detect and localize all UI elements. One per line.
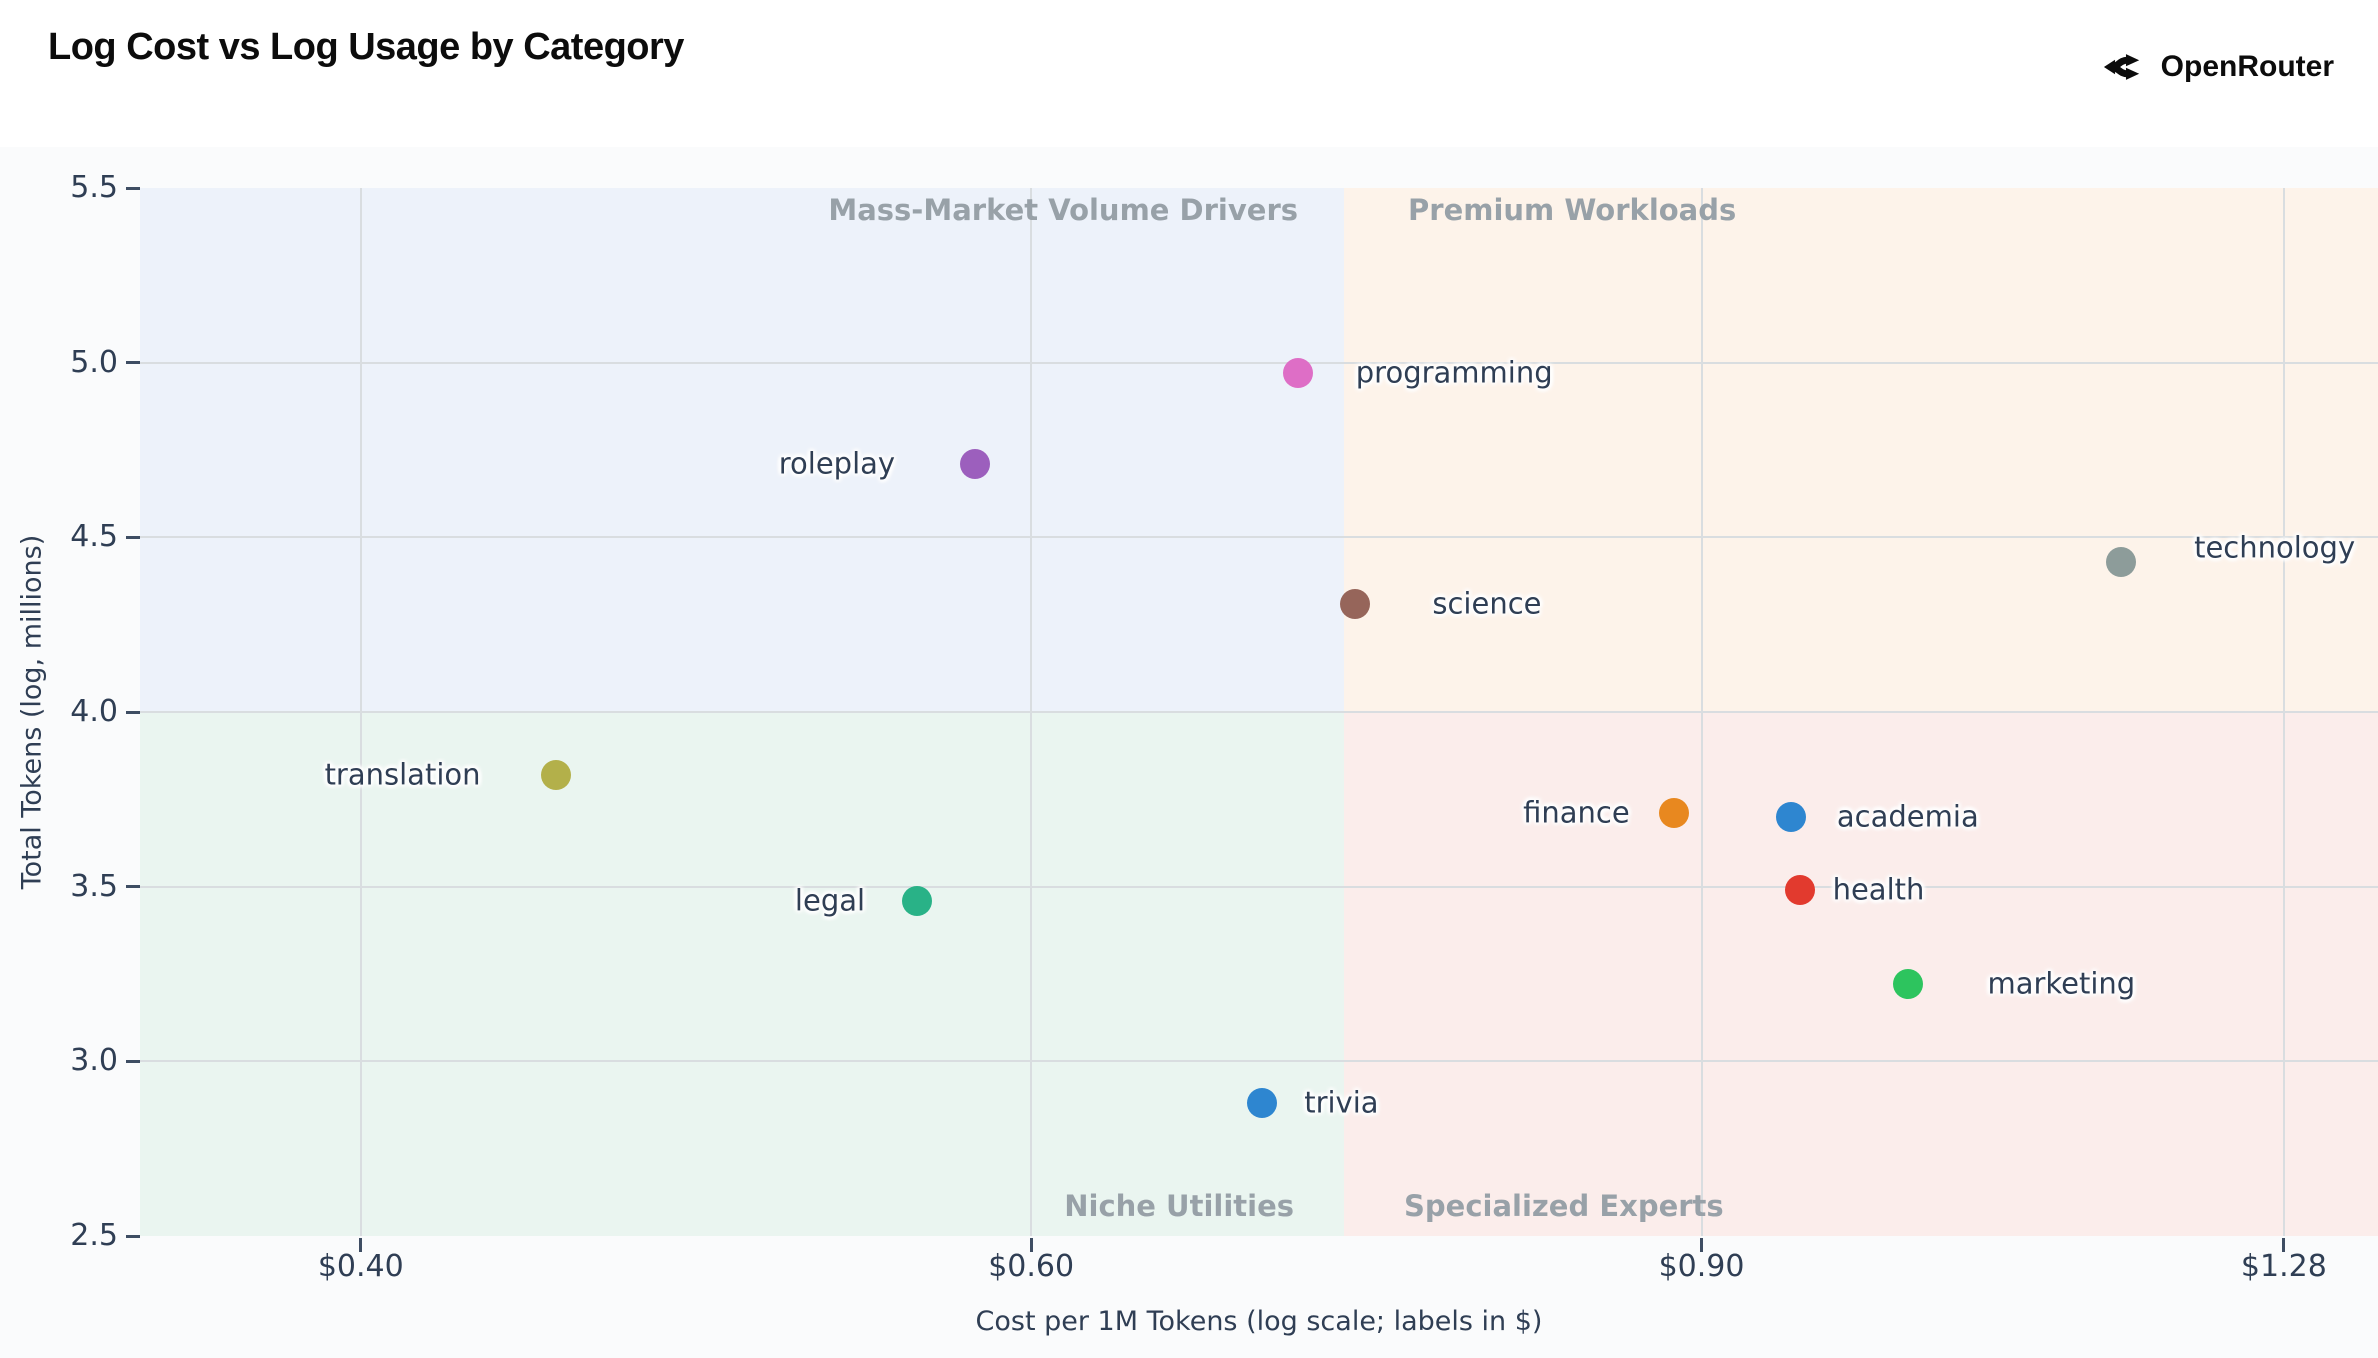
x-tick-mark-$1.28 xyxy=(2282,1238,2286,1252)
y-tick-mark-3.5 xyxy=(126,885,140,889)
quadrant-top-left xyxy=(140,188,1345,712)
gridline-y-3.5 xyxy=(140,885,2378,888)
x-tick-mark-$0.40 xyxy=(359,1238,363,1252)
quadrant-top-right xyxy=(1344,188,2378,712)
point-label-trivia: trivia xyxy=(1304,1085,1379,1120)
x-tick-label-$1.28: $1.28 xyxy=(2240,1249,2327,1284)
quadrant-bottom-left xyxy=(140,712,1345,1236)
point-label-marketing: marketing xyxy=(1987,966,2136,1001)
x-tick-label-$0.40: $0.40 xyxy=(317,1249,404,1284)
y-tick-label-3.5: 3.5 xyxy=(70,868,118,904)
y-tick-mark-5.0 xyxy=(126,361,140,365)
point-label-technology: technology xyxy=(2194,530,2356,565)
y-tick-label-5.5: 5.5 xyxy=(70,170,118,205)
point-marketing xyxy=(1893,969,1924,1000)
point-technology xyxy=(2106,546,2137,577)
quadrant-label-bottom-left: Niche Utilities xyxy=(1064,1189,1295,1223)
x-axis-label: Cost per 1M Tokens (log scale; labels in… xyxy=(975,1306,1543,1337)
y-tick-label-5.0: 5.0 xyxy=(70,344,118,380)
point-label-finance: finance xyxy=(1523,795,1630,830)
point-label-academia: academia xyxy=(1836,799,1979,834)
point-trivia xyxy=(1247,1088,1278,1119)
point-science xyxy=(1340,588,1371,619)
quadrant-label-top-left: Mass-Market Volume Drivers xyxy=(828,193,1299,227)
y-tick-mark-4.0 xyxy=(126,710,140,714)
quadrant-bottom-right xyxy=(1344,712,2378,1236)
y-tick-label-2.5: 2.5 xyxy=(70,1218,118,1253)
y-tick-mark-3.0 xyxy=(126,1059,140,1063)
quadrant-label-bottom-right: Specialized Experts xyxy=(1404,1189,1724,1223)
point-label-health: health xyxy=(1832,872,1925,907)
x-tick-mark-$0.90 xyxy=(1700,1238,1704,1252)
brand-name: OpenRouter xyxy=(2160,50,2334,83)
point-finance xyxy=(1658,798,1689,829)
y-tick-mark-5.5 xyxy=(126,186,140,190)
x-tick-label-$0.60: $0.60 xyxy=(988,1249,1075,1284)
gridline-y-3.0 xyxy=(140,1060,2378,1063)
plot-area: Mass-Market Volume Drivers Premium Worklo… xyxy=(140,188,2378,1236)
point-health xyxy=(1784,875,1815,906)
quadrant-label-top-right: Premium Workloads xyxy=(1408,193,1737,227)
point-label-translation: translation xyxy=(324,757,481,792)
point-label-programming: programming xyxy=(1355,355,1553,390)
point-programming xyxy=(1282,358,1313,389)
y-tick-mark-4.5 xyxy=(126,535,140,539)
y-axis-label: Total Tokens (log, millions) xyxy=(16,534,48,890)
gridline-y-5.0 xyxy=(140,361,2378,364)
point-translation xyxy=(540,759,571,790)
openrouter-logo-icon xyxy=(2102,44,2148,90)
x-tick-label-$0.90: $0.90 xyxy=(1658,1249,1745,1284)
point-label-science: science xyxy=(1432,586,1542,621)
y-tick-label-3.0: 3.0 xyxy=(70,1043,118,1079)
point-label-roleplay: roleplay xyxy=(778,446,896,481)
page-title: Log Cost vs Log Usage by Category xyxy=(48,26,684,68)
gridline-y-4.5 xyxy=(140,536,2378,539)
point-legal xyxy=(902,885,933,916)
point-roleplay xyxy=(960,448,991,479)
y-tick-label-4.5: 4.5 xyxy=(70,519,118,555)
gridline-y-4.0 xyxy=(140,711,2378,713)
point-academia xyxy=(1775,801,1806,832)
y-tick-label-4.0: 4.0 xyxy=(70,694,118,729)
openrouter-brand: OpenRouter xyxy=(2102,44,2334,90)
point-label-legal: legal xyxy=(794,882,866,917)
y-tick-mark-2.5 xyxy=(126,1234,140,1238)
x-tick-mark-$0.60 xyxy=(1029,1238,1033,1252)
